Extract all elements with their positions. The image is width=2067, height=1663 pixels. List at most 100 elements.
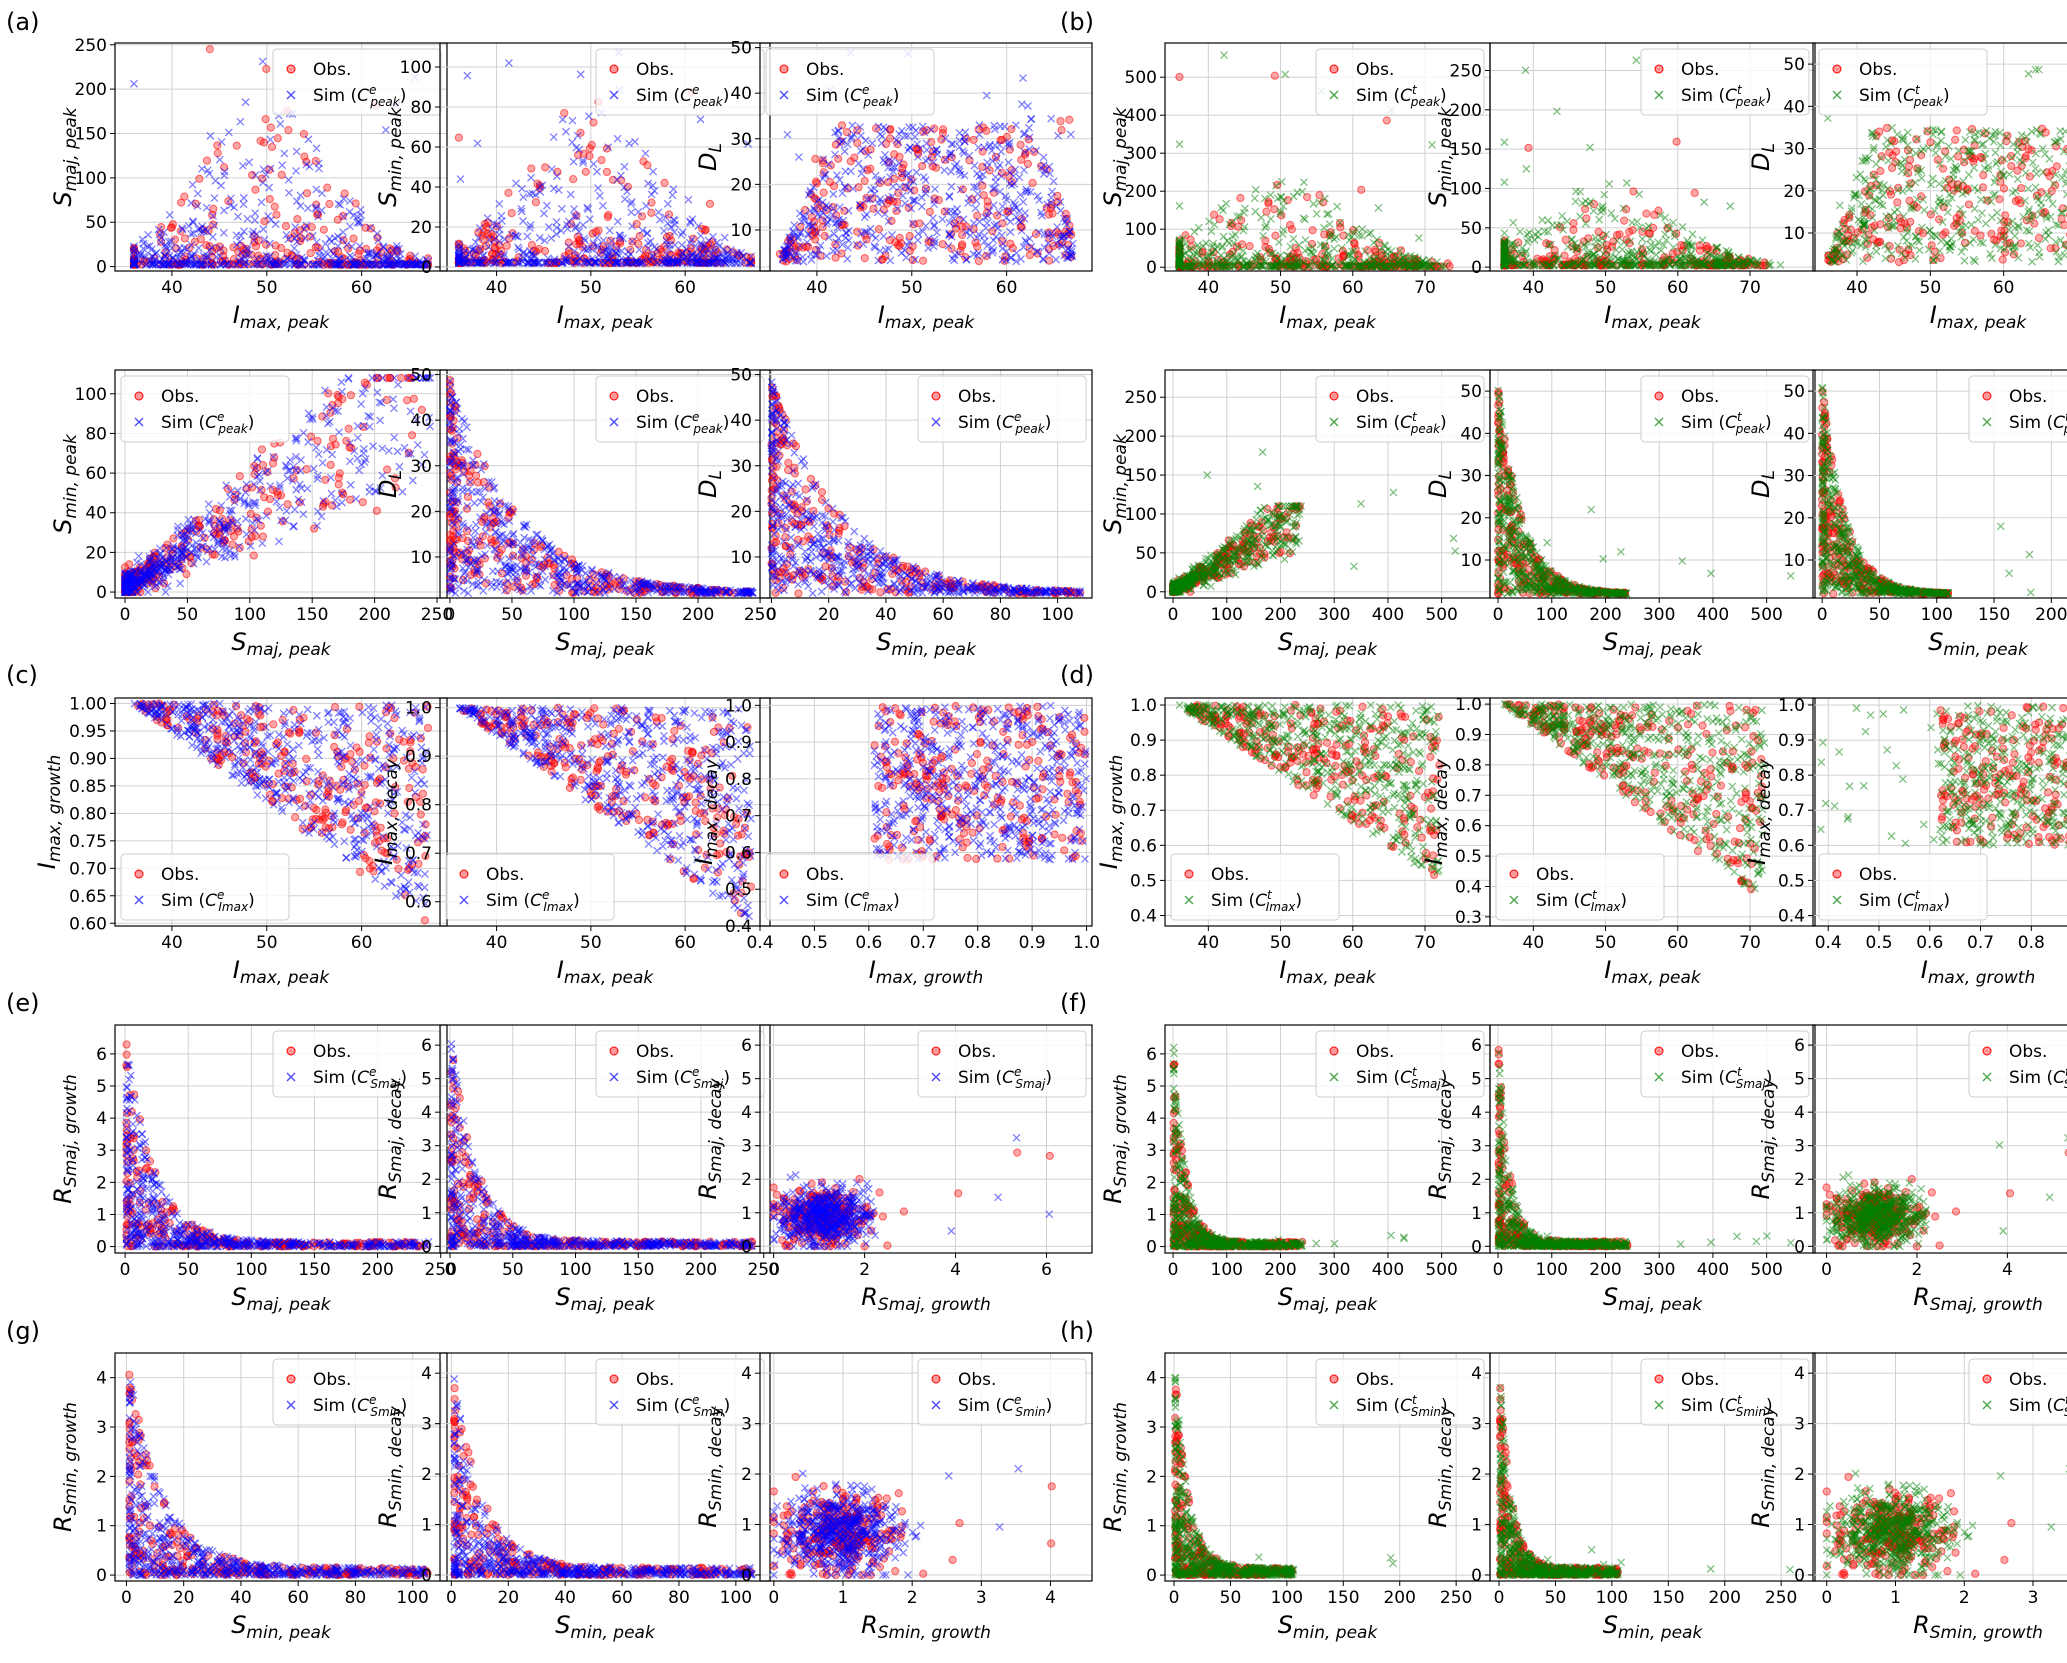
obs-point <box>1017 141 1024 148</box>
x-tick-label: 40 <box>486 278 508 298</box>
y-tick-label: 20 <box>1783 182 1805 202</box>
sim-point <box>631 138 638 145</box>
obs-point <box>294 215 301 222</box>
obs-point <box>1876 128 1883 135</box>
obs-point <box>1626 228 1633 235</box>
panel-label: (h) <box>1060 1317 1094 1345</box>
obs-point <box>939 126 946 133</box>
obs-point <box>303 190 310 197</box>
sim-point <box>599 202 606 209</box>
x-tick-label: 50 <box>1270 278 1292 298</box>
sim-point <box>1836 202 1843 209</box>
sim-point <box>1611 254 1618 261</box>
sim-point <box>209 233 216 240</box>
obs-point <box>1287 221 1294 228</box>
sim-point <box>189 181 196 188</box>
sim-point <box>340 229 347 236</box>
sim-point <box>562 128 569 135</box>
sim-point <box>242 99 249 106</box>
sim-point <box>2061 252 2067 259</box>
sim-point <box>941 167 948 174</box>
sim-point <box>1894 131 1901 138</box>
sim-point <box>1898 168 1905 175</box>
sim-point <box>1021 167 1028 174</box>
obs-point <box>1953 127 1960 134</box>
sim-point <box>244 215 251 222</box>
sim-point <box>1977 196 1984 203</box>
sim-point <box>1027 116 1034 123</box>
y-tick-label: 60 <box>410 138 432 158</box>
obs-point <box>1696 247 1703 254</box>
sim-point <box>233 232 240 239</box>
y-axis-label: Smaj, peak <box>1099 106 1131 206</box>
x-axis-label: Imax, peak <box>1279 301 1377 333</box>
sim-point <box>1313 210 1320 217</box>
obs-point <box>528 241 535 248</box>
obs-point <box>272 242 279 249</box>
y-tick-label: 100 <box>400 58 432 78</box>
obs-point <box>542 164 549 171</box>
sim-point <box>313 145 320 152</box>
sim-point <box>835 127 842 134</box>
legend-obs-marker <box>287 65 295 73</box>
obs-point <box>1894 199 1901 206</box>
sim-point <box>2014 176 2021 183</box>
obs-point <box>573 241 580 248</box>
obs-point <box>285 126 292 133</box>
y-tick-label: 50 <box>730 39 752 59</box>
obs-point <box>2053 163 2060 170</box>
obs-point <box>847 158 854 165</box>
x-tick-label: 70 <box>1414 278 1436 298</box>
panel-label: (d) <box>1060 661 1094 689</box>
obs-point <box>974 243 981 250</box>
obs-point <box>252 186 259 193</box>
panel-label: (e) <box>6 989 40 1017</box>
sim-point <box>586 216 593 223</box>
sim-point <box>313 186 320 193</box>
obs-point <box>812 155 819 162</box>
obs-point <box>604 213 611 220</box>
obs-point <box>206 46 213 53</box>
sim-point <box>259 58 266 65</box>
obs-point <box>861 255 868 262</box>
legend-obs-marker <box>1330 65 1338 73</box>
sim-point <box>279 162 286 169</box>
obs-point <box>1643 210 1650 217</box>
sim-point <box>1634 218 1641 225</box>
obs-point <box>592 228 599 235</box>
sim-point <box>145 231 152 238</box>
obs-point <box>826 179 833 186</box>
sim-point <box>918 203 925 210</box>
sim-point <box>887 257 894 264</box>
sim-point <box>524 233 531 240</box>
sim-point <box>541 210 548 217</box>
panel-label: (b) <box>1060 8 1094 36</box>
sim-point <box>1057 207 1064 214</box>
obs-point <box>282 222 289 229</box>
obs-point <box>236 473 243 480</box>
sim-point <box>1577 213 1584 220</box>
sim-point <box>1415 234 1422 241</box>
sim-point <box>328 238 335 245</box>
sim-point <box>1302 237 1309 244</box>
obs-point <box>974 212 981 219</box>
sim-point <box>1596 216 1603 223</box>
sim-point <box>505 59 512 66</box>
obs-point <box>916 220 923 227</box>
sim-point <box>558 205 565 212</box>
sim-point <box>319 190 326 197</box>
obs-point <box>263 65 270 72</box>
sim-point <box>1310 200 1317 207</box>
panel-label: (a) <box>6 8 39 36</box>
sim-point <box>882 151 889 158</box>
sim-point <box>277 120 284 127</box>
sim-point <box>996 161 1003 168</box>
sim-point <box>1993 160 2000 167</box>
sim-point <box>1334 203 1341 210</box>
obs-point <box>350 235 357 242</box>
sim-point <box>614 135 621 142</box>
obs-point <box>586 145 593 152</box>
obs-point <box>939 241 946 248</box>
sim-point <box>932 186 939 193</box>
sim-point <box>849 122 856 129</box>
